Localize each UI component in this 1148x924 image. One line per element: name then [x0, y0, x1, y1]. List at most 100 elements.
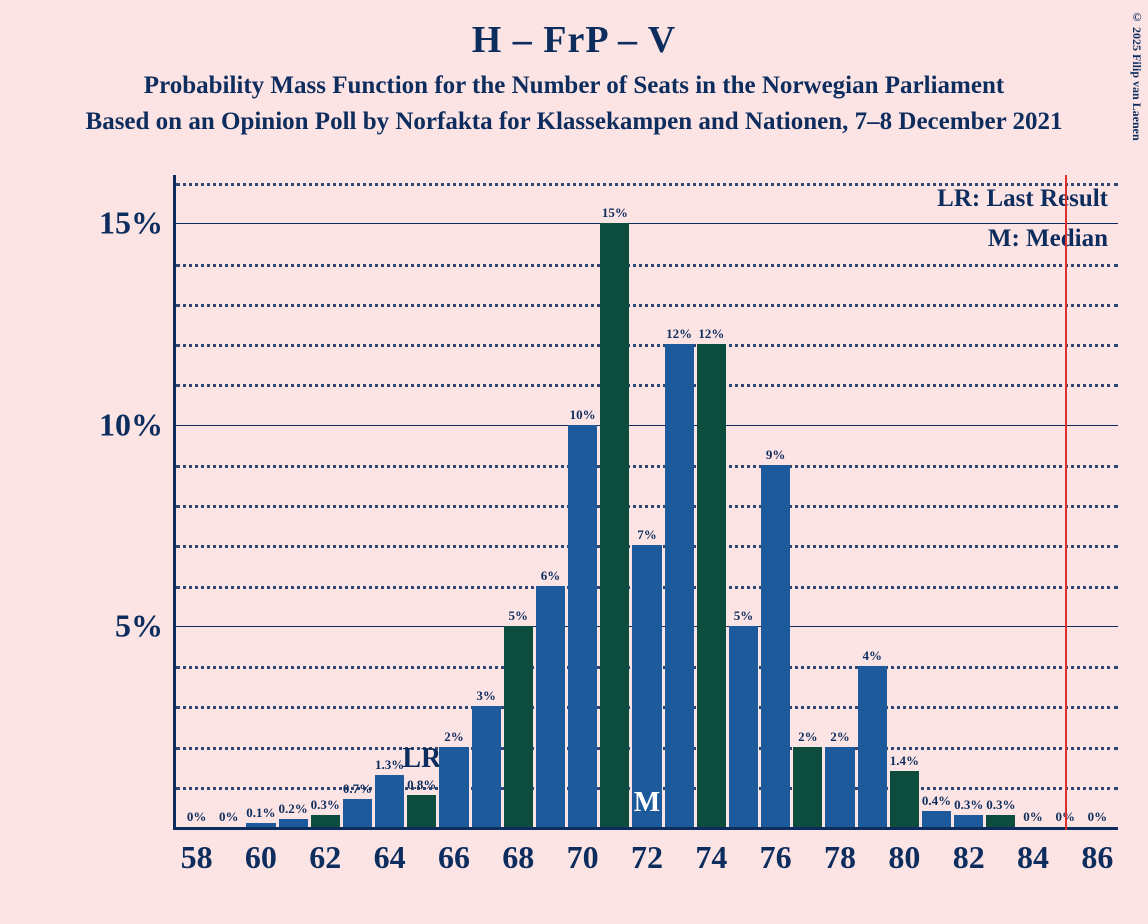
bar-slot: 5%: [729, 175, 758, 827]
x-tick-label: 62: [309, 839, 341, 876]
bar-slot: 0.3%: [986, 175, 1015, 827]
bar-slot: 0.3%62: [311, 175, 340, 827]
bar: 4%: [858, 666, 887, 827]
bar-value-label: 6%: [541, 568, 561, 584]
x-tick-label: 84: [1017, 839, 1049, 876]
bar-slot: 0%84: [1018, 175, 1047, 827]
majority-line: [1065, 175, 1067, 830]
bar-value-label: 0.7%: [343, 781, 372, 797]
bar-value-label: 2%: [444, 729, 464, 745]
bar: 5%: [729, 626, 758, 827]
bar: 2%: [793, 747, 822, 827]
bar-slot: 0.8%LR: [407, 175, 436, 827]
bar: 1.4%: [890, 771, 919, 827]
bar-value-label: 5%: [734, 608, 754, 624]
chart-plot-area: LR: Last Result M: Median 0%580%0.1%600.…: [173, 175, 1118, 830]
median-marker: M: [634, 787, 660, 819]
bar-slot: 0%86: [1083, 175, 1112, 827]
bar-value-label: 0%: [1023, 809, 1043, 825]
bar-value-label: 0.1%: [246, 805, 275, 821]
bar: 0.2%: [279, 819, 308, 827]
bar-slot: 12%: [665, 175, 694, 827]
bar: 0.4%: [922, 811, 951, 827]
bar-slot: 1.3%64: [375, 175, 404, 827]
bar-value-label: 0%: [1088, 809, 1108, 825]
bar-value-label: 2%: [830, 729, 850, 745]
bar-slot: 0%58: [182, 175, 211, 827]
bar-slot: 9%76: [761, 175, 790, 827]
bar-value-label: 3%: [476, 688, 496, 704]
copyright-text: © 2025 Filip van Laenen: [1129, 10, 1144, 141]
chart-title: H – FrP – V: [0, 18, 1148, 62]
x-tick-label: 74: [695, 839, 727, 876]
bar: 7%M: [632, 545, 661, 827]
bar-slot: 10%70: [568, 175, 597, 827]
bar-value-label: 1.4%: [890, 753, 919, 769]
x-tick-label: 66: [438, 839, 470, 876]
bar-value-label: 1.3%: [375, 757, 404, 773]
bar-value-label: 15%: [602, 205, 628, 221]
x-tick-label: 64: [374, 839, 406, 876]
bar-slot: 1.4%80: [890, 175, 919, 827]
x-tick-label: 80: [888, 839, 920, 876]
bar: 3%: [472, 706, 501, 827]
bar-value-label: 0.3%: [986, 797, 1015, 813]
bar-value-label: 12%: [666, 326, 692, 342]
bar: 15%: [600, 223, 629, 827]
bar-value-label: 0.8%: [407, 777, 436, 793]
x-tick-label: 68: [502, 839, 534, 876]
bar: 5%: [504, 626, 533, 827]
bar-value-label: 2%: [798, 729, 818, 745]
bar-slot: 2%: [793, 175, 822, 827]
bar: 0.3%: [311, 815, 340, 827]
y-tick-label: 15%: [99, 205, 163, 242]
bar-value-label: 0%: [219, 809, 239, 825]
bar: 12%: [697, 344, 726, 827]
bar: 1.3%: [375, 775, 404, 827]
x-axis: [173, 827, 1118, 830]
bar-slot: 6%: [536, 175, 565, 827]
bar: 0.1%: [246, 823, 275, 827]
bar-slot: 0.7%: [343, 175, 372, 827]
x-tick-label: 72: [631, 839, 663, 876]
bar-value-label: 9%: [766, 447, 786, 463]
bar: 0.8%LR: [407, 795, 436, 827]
bar-slot: 0%: [214, 175, 243, 827]
bar-slot: 7%M72: [632, 175, 661, 827]
bar-slot: 5%68: [504, 175, 533, 827]
x-tick-label: 70: [567, 839, 599, 876]
x-tick-label: 78: [824, 839, 856, 876]
bar-value-label: 4%: [862, 648, 882, 664]
bar-slot: 3%: [472, 175, 501, 827]
bar: 2%: [439, 747, 468, 827]
bar: 9%: [761, 465, 790, 827]
bar: 0.7%: [343, 799, 372, 827]
last-result-marker: LR: [402, 743, 441, 775]
bar-slot: 2%78: [825, 175, 854, 827]
bar-value-label: 7%: [637, 527, 657, 543]
bars-container: 0%580%0.1%600.2%0.3%620.7%1.3%640.8%LR2%…: [176, 175, 1118, 827]
x-tick-label: 76: [760, 839, 792, 876]
y-tick-label: 5%: [115, 607, 163, 644]
bar-slot: 0.4%: [922, 175, 951, 827]
y-tick-label: 10%: [99, 406, 163, 443]
bar-slot: 0.2%: [279, 175, 308, 827]
bar: 12%: [665, 344, 694, 827]
bar-slot: 0.3%82: [954, 175, 983, 827]
bar-value-label: 5%: [509, 608, 529, 624]
bar-value-label: 12%: [698, 326, 724, 342]
bar: 10%: [568, 425, 597, 827]
bar-value-label: 0.2%: [278, 801, 307, 817]
bar: 6%: [536, 586, 565, 827]
bar-value-label: 10%: [570, 407, 596, 423]
bar-value-label: 0.3%: [311, 797, 340, 813]
bar-value-label: 0%: [187, 809, 207, 825]
bar: 0.3%: [986, 815, 1015, 827]
bar: 2%: [825, 747, 854, 827]
x-tick-label: 58: [181, 839, 213, 876]
x-tick-label: 86: [1081, 839, 1113, 876]
bar-value-label: 0.3%: [954, 797, 983, 813]
chart-subtitle-2: Based on an Opinion Poll by Norfakta for…: [0, 108, 1148, 136]
bar: 0.3%: [954, 815, 983, 827]
bar-slot: 0.1%60: [246, 175, 275, 827]
